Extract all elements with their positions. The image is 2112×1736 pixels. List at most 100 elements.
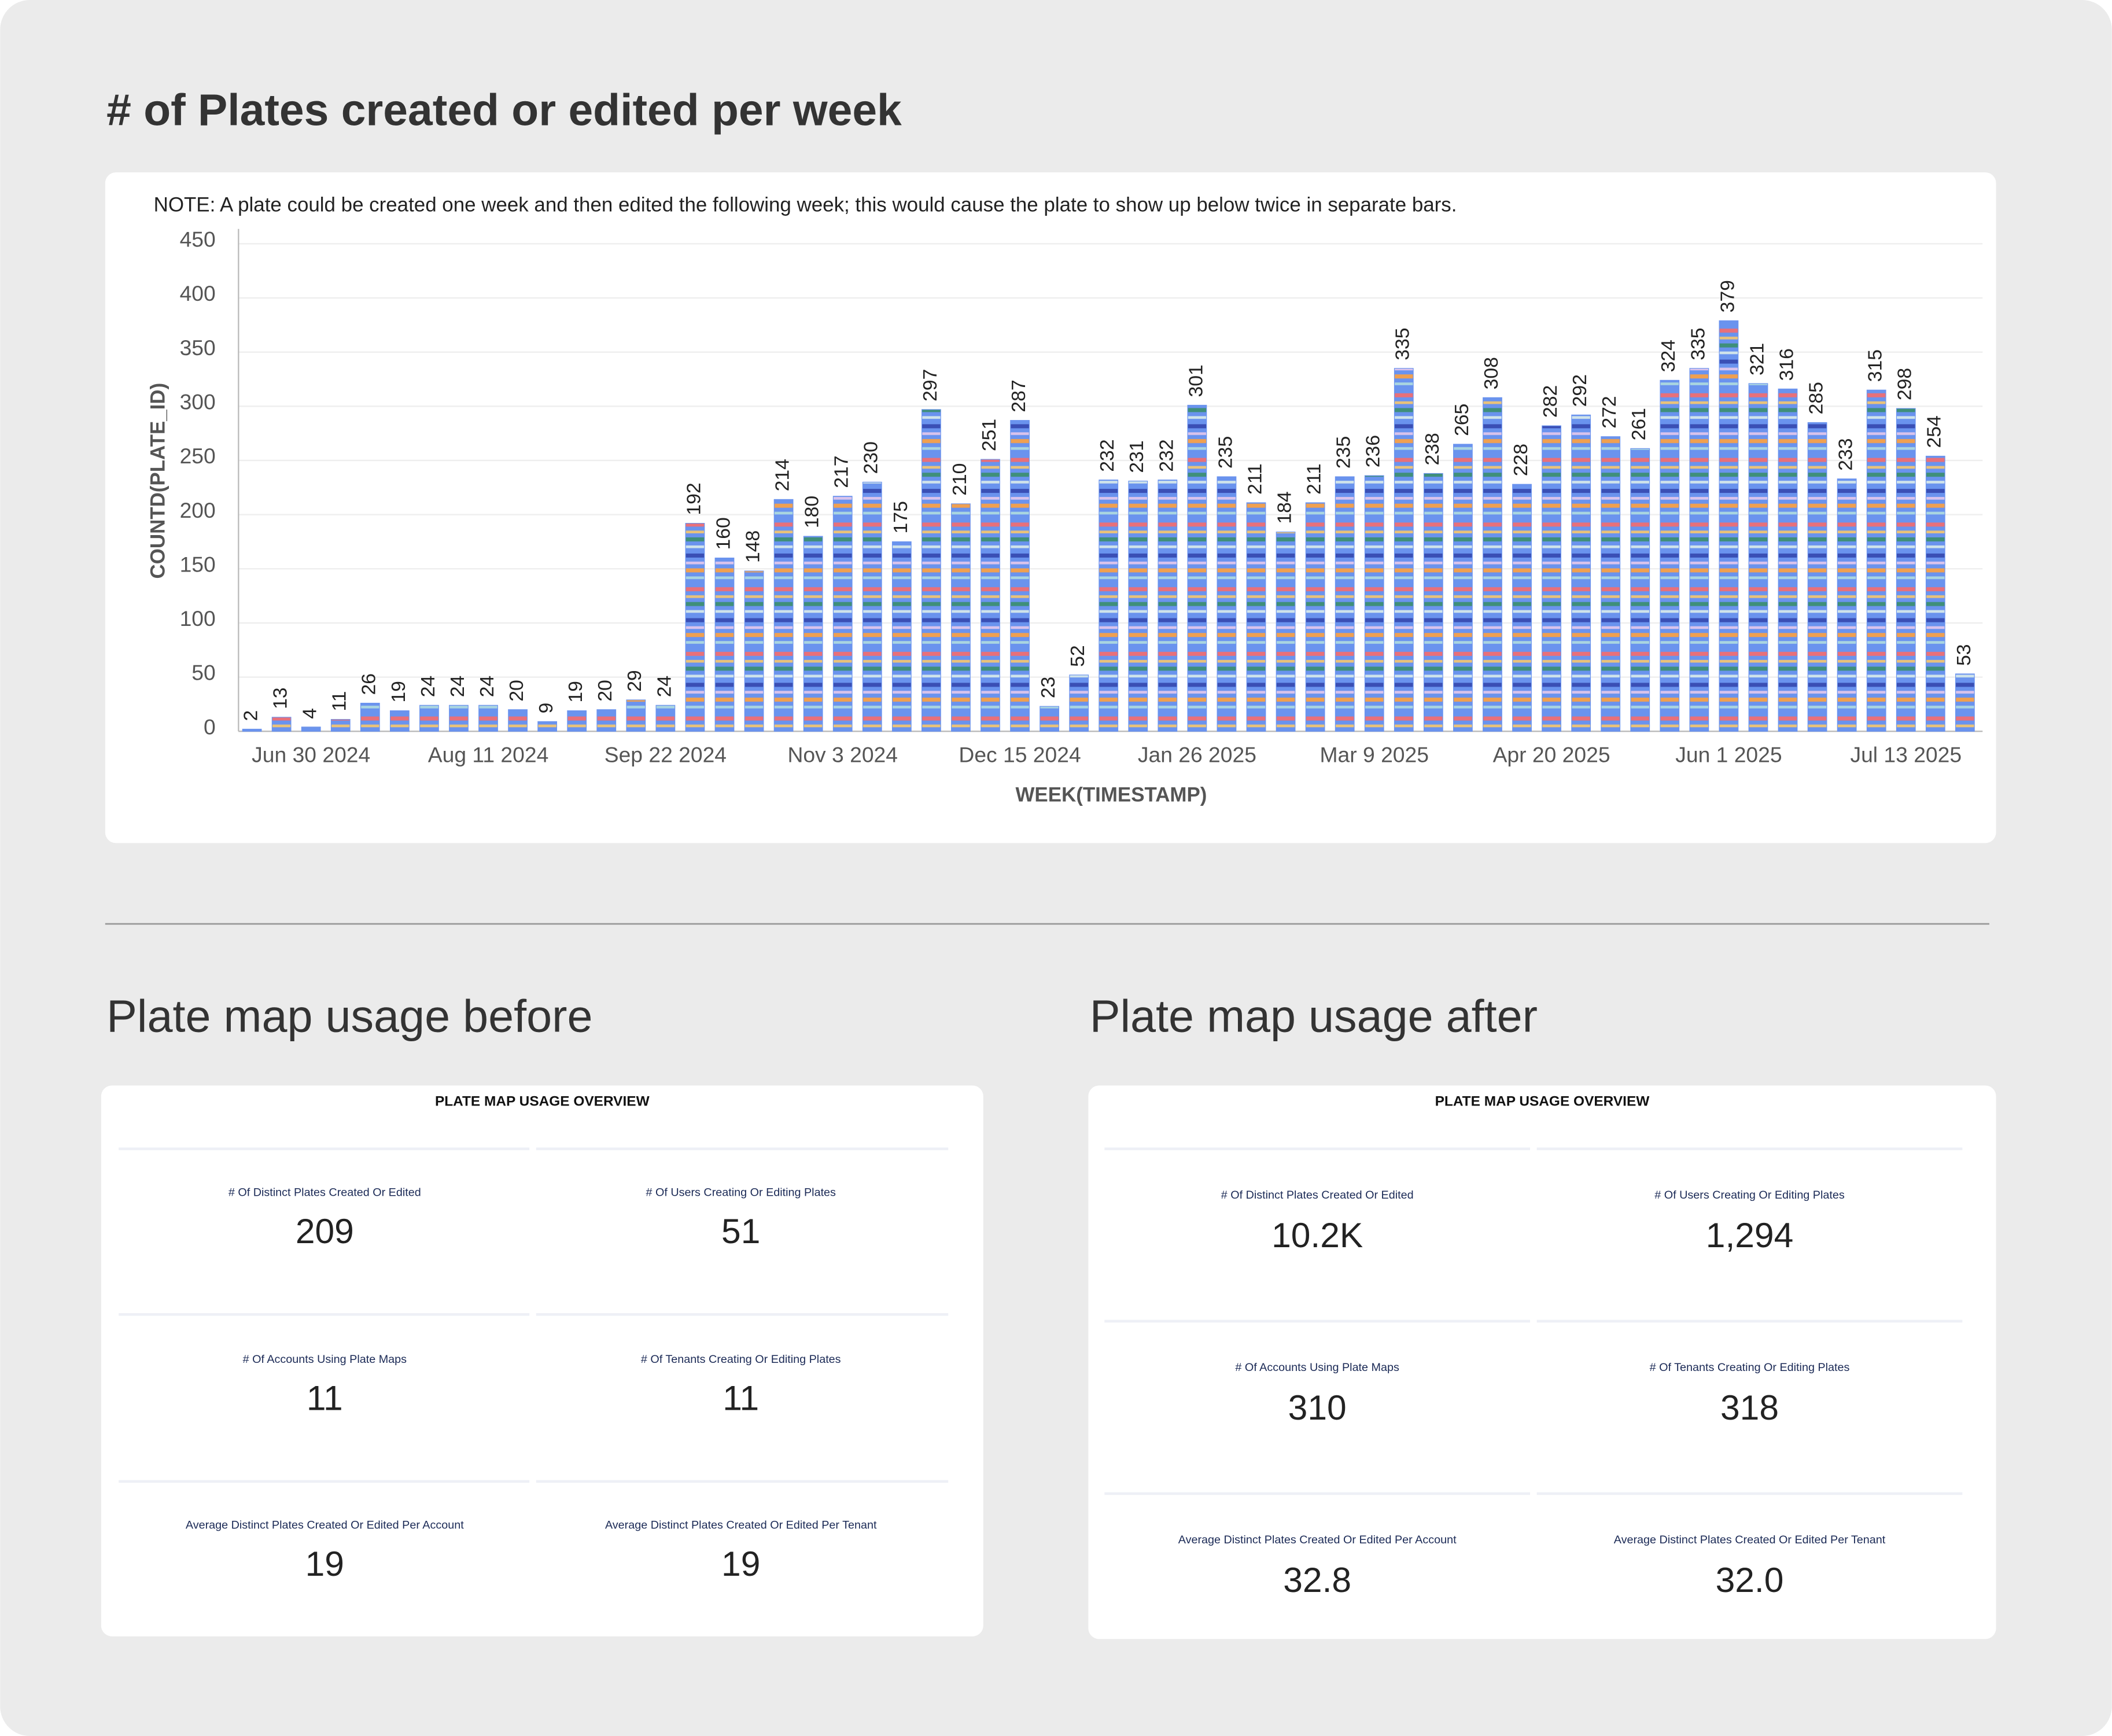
stat-label: # Of Distinct Plates Created Or Edited xyxy=(1221,1189,1414,1201)
bar xyxy=(1719,320,1739,732)
value-label: 24 xyxy=(417,676,439,698)
y-tick-label: 400 xyxy=(180,281,216,305)
x-tick-label: Apr 20 2025 xyxy=(1493,743,1610,767)
bar xyxy=(1483,397,1502,732)
value-label: 287 xyxy=(1008,379,1030,412)
bar xyxy=(1246,502,1266,732)
y-tick-label: 450 xyxy=(180,227,216,252)
x-tick-label: Dec 15 2024 xyxy=(959,743,1081,767)
bar xyxy=(271,717,292,732)
stat-value: 11 xyxy=(307,1379,343,1418)
bar xyxy=(567,710,587,732)
stat-card xyxy=(1088,1085,1996,1639)
bar xyxy=(773,499,794,732)
card-title: PLATE MAP USAGE OVERVIEW xyxy=(1435,1093,1650,1109)
value-label: 230 xyxy=(860,441,882,474)
bar xyxy=(981,459,1000,732)
bar xyxy=(1660,379,1680,732)
bar xyxy=(596,709,617,732)
bar xyxy=(1837,478,1857,732)
bar xyxy=(1423,473,1443,732)
bar xyxy=(862,481,882,732)
value-label: 4 xyxy=(299,708,321,719)
value-label: 301 xyxy=(1185,364,1207,397)
value-label: 297 xyxy=(919,369,941,401)
y-tick-label: 250 xyxy=(180,444,216,468)
bar xyxy=(1689,368,1709,732)
value-label: 265 xyxy=(1451,404,1473,436)
value-label: 13 xyxy=(270,687,292,709)
stat-label: Average Distinct Plates Created Or Edite… xyxy=(1614,1534,1886,1546)
value-label: 217 xyxy=(831,455,853,488)
bar xyxy=(1925,455,1945,732)
x-tick-label: Jan 26 2025 xyxy=(1138,743,1256,767)
value-label: 236 xyxy=(1362,435,1384,467)
bar xyxy=(1187,404,1207,732)
value-label: 180 xyxy=(801,496,823,528)
value-label: 251 xyxy=(978,419,1000,451)
value-label: 52 xyxy=(1067,645,1089,667)
value-label: 238 xyxy=(1421,433,1443,465)
stat-value: 318 xyxy=(1720,1388,1779,1427)
section-heading: Plate map usage after xyxy=(1090,990,1538,1041)
value-label: 214 xyxy=(772,459,794,491)
stat-value: 310 xyxy=(1288,1388,1347,1427)
value-label: 211 xyxy=(1303,463,1325,495)
x-tick-label: Jun 1 2025 xyxy=(1675,743,1782,767)
stat-label: # Of Users Creating Or Editing Plates xyxy=(1654,1189,1845,1201)
bar xyxy=(1069,675,1089,732)
value-label: 231 xyxy=(1126,440,1148,473)
value-label: 261 xyxy=(1628,408,1650,440)
bar xyxy=(891,541,912,732)
y-tick-label: 200 xyxy=(180,498,216,522)
bar xyxy=(301,727,321,732)
value-label: 321 xyxy=(1746,343,1768,375)
bar xyxy=(1364,475,1384,732)
bar xyxy=(1601,436,1621,732)
value-label: 308 xyxy=(1480,357,1502,389)
bar xyxy=(1305,502,1325,732)
bar xyxy=(626,699,646,732)
value-label: 292 xyxy=(1569,374,1591,407)
value-label: 24 xyxy=(447,676,469,698)
bar xyxy=(922,409,941,732)
value-label: 160 xyxy=(712,517,734,550)
bar xyxy=(1276,532,1296,732)
value-label: 26 xyxy=(358,673,380,695)
bar xyxy=(1128,480,1148,732)
stat-cards: Plate map usage before PLATE MAP USAGE OV… xyxy=(101,990,1996,1639)
chart-note: NOTE: A plate could be created one week … xyxy=(154,194,1457,216)
y-tick-label: 100 xyxy=(180,606,216,631)
value-label: 335 xyxy=(1687,327,1709,360)
bar xyxy=(1335,476,1355,732)
bar xyxy=(1453,444,1473,732)
bar xyxy=(360,702,380,732)
stat-label: Average Distinct Plates Created Or Edite… xyxy=(186,1518,464,1531)
value-label: 379 xyxy=(1716,280,1738,312)
bar xyxy=(449,705,469,732)
stat-value: 19 xyxy=(305,1544,344,1583)
bar xyxy=(478,705,498,732)
value-label: 285 xyxy=(1805,382,1827,414)
value-label: 211 xyxy=(1244,463,1266,495)
bar xyxy=(389,710,410,732)
stat-value: 32.8 xyxy=(1283,1560,1351,1599)
chart-title: # of Plates created or edited per week xyxy=(106,86,902,135)
bar xyxy=(1748,383,1768,732)
value-label: 282 xyxy=(1539,385,1561,418)
value-label: 254 xyxy=(1923,415,1945,448)
value-label: 272 xyxy=(1598,396,1620,428)
y-tick-label: 300 xyxy=(180,390,216,414)
bar xyxy=(1896,408,1916,732)
value-label: 192 xyxy=(683,482,705,515)
bar xyxy=(330,719,351,732)
value-label: 298 xyxy=(1894,368,1916,400)
value-label: 235 xyxy=(1214,436,1236,469)
stat-label: Average Distinct Plates Created Or Edite… xyxy=(1178,1534,1457,1546)
bar xyxy=(1955,673,1975,732)
y-axis-title: COUNTD(PLATE_ID) xyxy=(146,383,169,579)
x-tick-label: Jun 30 2024 xyxy=(252,743,370,767)
bar xyxy=(1542,425,1561,732)
y-tick-label: 150 xyxy=(180,552,216,576)
value-label: 148 xyxy=(742,530,764,563)
